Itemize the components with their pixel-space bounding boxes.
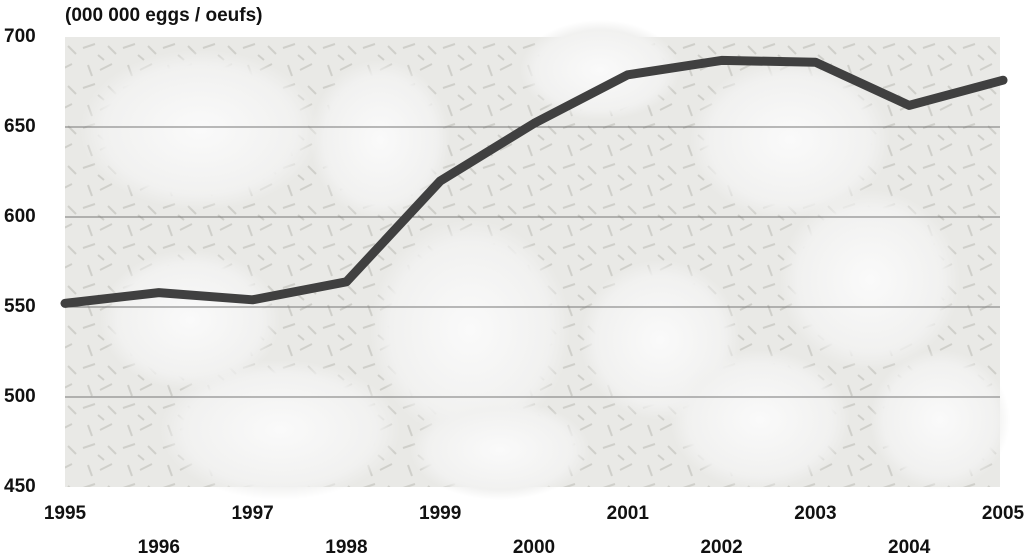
x-tick-label: 1999: [419, 503, 461, 524]
y-tick-label: 700: [4, 26, 36, 47]
x-tick-label: 2000: [513, 537, 555, 556]
x-tick-label: 2003: [794, 503, 836, 524]
x-tick-label: 1997: [231, 503, 273, 524]
chart-title: (000 000 eggs / oeufs): [65, 5, 262, 26]
y-tick-label: 450: [4, 476, 36, 497]
y-tick-label: 650: [4, 116, 36, 137]
x-tick-label: 1998: [325, 537, 367, 556]
data-line: [60, 55, 1008, 308]
y-tick-label: 500: [4, 386, 36, 407]
x-tick-label: 1996: [138, 537, 180, 556]
x-tick-label: 1995: [44, 503, 87, 524]
x-tick-label: 2004: [888, 537, 931, 556]
x-tick-label: 2002: [700, 537, 742, 556]
plot-background: [65, 20, 1010, 500]
y-tick-label: 550: [4, 296, 36, 317]
x-tick-label: 2001: [607, 503, 650, 524]
x-tick-label: 2005: [982, 503, 1025, 524]
y-tick-label: 600: [4, 206, 36, 227]
